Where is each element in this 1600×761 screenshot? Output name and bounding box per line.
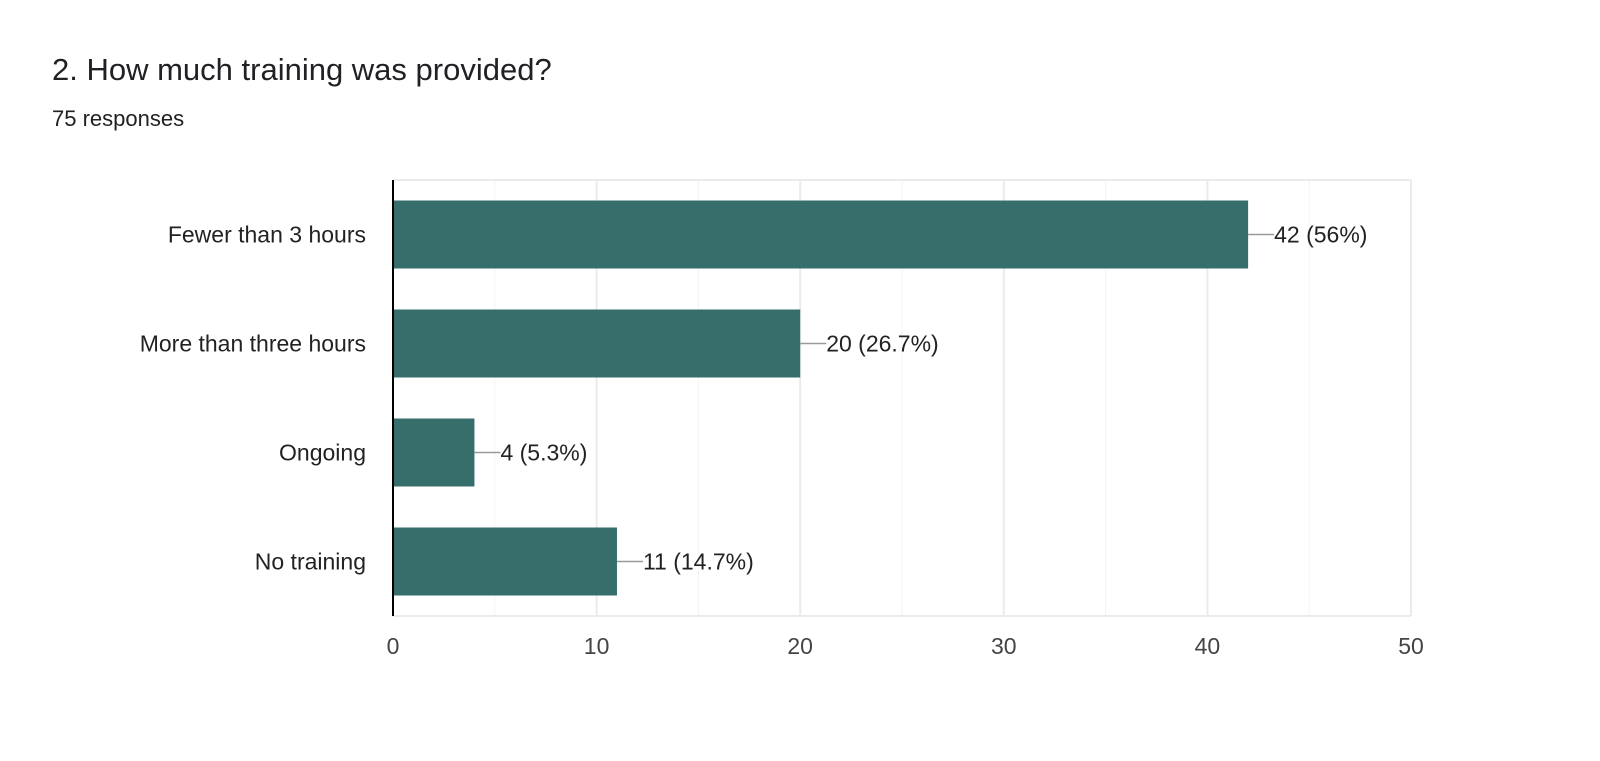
x-tick-label: 20 [787,633,813,659]
axes: 0 10 20 30 40 50 [387,180,1424,659]
data-label: 20 (26.7%) [826,331,939,357]
bar [393,527,617,596]
bar [393,309,801,378]
bar [393,418,475,487]
category-label: Fewer than 3 hours [168,222,366,248]
x-tick-label: 50 [1398,633,1424,659]
response-count: 75 responses [52,106,185,131]
x-tick-label: 10 [584,633,610,659]
x-tick-label: 30 [991,633,1017,659]
category-label: More than three hours [140,331,366,357]
labels: 42 (56%) Fewer than 3 hours 20 (26.7%) More… [140,222,1368,575]
data-label: 11 (14.7%) [643,549,754,575]
data-label: 4 (5.3%) [500,440,587,466]
data-label: 42 (56%) [1274,222,1367,248]
category-label: No training [255,549,366,575]
bars [393,200,1249,596]
x-tick-label: 40 [1195,633,1221,659]
bar [393,200,1249,269]
question-title: 2. How much training was provided? [52,52,552,87]
x-tick-label: 0 [387,633,400,659]
category-label: Ongoing [279,440,366,466]
